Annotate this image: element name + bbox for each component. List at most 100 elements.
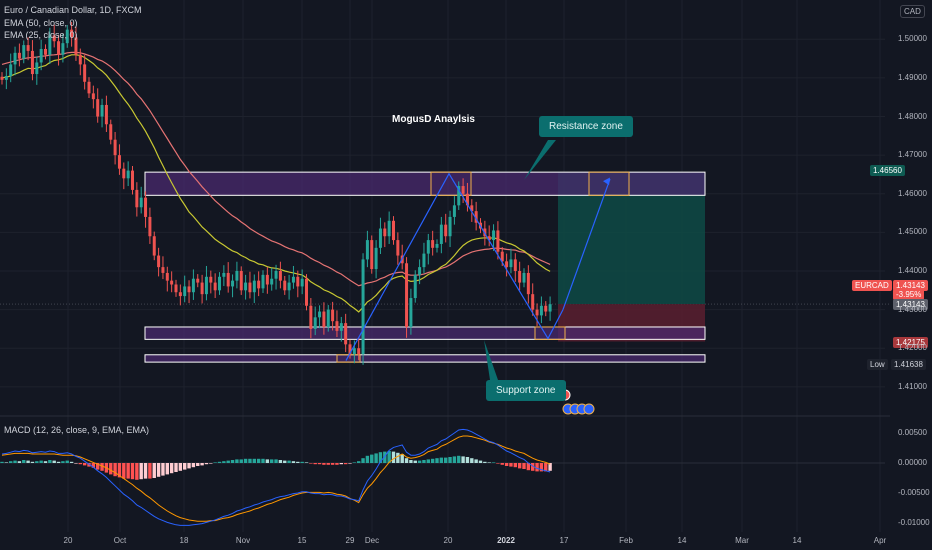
macd-bar — [161, 463, 165, 476]
macd-bar — [22, 460, 26, 463]
candle — [339, 323, 343, 331]
candle — [13, 52, 17, 65]
price-tick-label: 1.46000 — [898, 188, 927, 198]
time-tick-label: 17 — [559, 536, 569, 545]
support-callout: Support zone — [486, 380, 566, 401]
candle — [4, 75, 8, 80]
macd-bar — [483, 461, 487, 463]
price-tick-label: 1.43000 — [898, 304, 927, 314]
low-highlight — [336, 354, 361, 363]
macd-bar — [78, 463, 82, 465]
time-tick-label: Oct — [113, 536, 127, 545]
candle — [352, 348, 356, 355]
candle — [291, 276, 295, 283]
macd-bar — [4, 462, 9, 463]
candle — [413, 274, 417, 299]
macd-pane — [0, 428, 885, 526]
macd-bar — [404, 458, 409, 463]
time-tick-label: 20 — [63, 536, 73, 545]
macd-bar — [143, 463, 148, 479]
macd-bar — [226, 460, 230, 463]
candle — [418, 267, 422, 275]
candle — [287, 282, 291, 291]
macd-bar — [74, 463, 78, 464]
candle — [387, 220, 391, 237]
price-tick-label: 1.48000 — [898, 111, 927, 121]
time-tick-label: 20 — [443, 536, 453, 545]
macd-bar — [417, 460, 422, 463]
macd-bar — [270, 459, 274, 463]
zone-2 — [144, 354, 706, 363]
macd-bar — [265, 459, 270, 463]
candle — [270, 278, 274, 285]
macd-bar — [374, 453, 378, 463]
macd-signal-line — [1, 435, 551, 522]
candle — [231, 280, 235, 287]
candle — [222, 272, 226, 277]
macd-bar — [461, 456, 465, 463]
macd-bar — [43, 461, 48, 463]
macd-tick-label: -0.01000 — [898, 518, 930, 527]
candle — [126, 170, 130, 179]
ema25-legend: EMA (25, close, 0) — [4, 30, 78, 40]
candle — [448, 216, 452, 237]
candle — [209, 276, 213, 283]
macd-bar — [348, 463, 352, 464]
macd-bar — [122, 463, 126, 479]
candle — [322, 311, 326, 327]
candle — [144, 197, 148, 217]
candle — [531, 294, 535, 310]
macd-bar — [291, 461, 296, 463]
candle — [396, 240, 400, 256]
macd-bar — [152, 463, 156, 478]
currency-label[interactable]: CAD — [900, 5, 925, 18]
candle — [505, 261, 509, 268]
macd-bar — [370, 454, 374, 463]
price-tick-label: 1.49000 — [898, 72, 927, 82]
candle — [152, 236, 156, 256]
candle — [235, 270, 239, 281]
macd-bar — [0, 461, 4, 463]
macd-bar — [13, 460, 17, 463]
candle — [457, 186, 461, 206]
candle — [461, 186, 465, 194]
candle — [200, 282, 204, 295]
macd-bar — [283, 460, 287, 463]
price-tick-label: 1.50000 — [898, 34, 927, 44]
candle — [526, 272, 530, 295]
candle — [370, 240, 374, 270]
candle — [183, 286, 187, 297]
macd-bar — [383, 451, 387, 463]
macd-bar — [365, 455, 370, 463]
candle — [348, 344, 352, 355]
macd-bar — [69, 461, 74, 463]
zones — [144, 171, 706, 363]
support-pointer — [484, 340, 498, 380]
macd-bar — [222, 461, 226, 463]
candle — [157, 255, 161, 268]
macd-bar — [178, 463, 183, 471]
macd-bar — [322, 463, 326, 465]
macd-bar — [309, 463, 313, 464]
candle — [435, 243, 439, 248]
candle — [213, 282, 217, 291]
macd-bar — [335, 463, 339, 465]
candle — [522, 272, 526, 283]
candle — [83, 64, 87, 82]
macd-bar — [252, 458, 256, 463]
candle — [174, 284, 178, 293]
macd-bar — [187, 463, 191, 469]
macd-bar — [82, 463, 87, 466]
macd-bar — [300, 461, 304, 463]
candle — [87, 81, 91, 94]
macd-bar — [504, 463, 509, 466]
change-tag: -3.95% — [893, 289, 925, 300]
candle — [261, 274, 265, 289]
candle — [96, 99, 100, 117]
candle — [452, 205, 456, 217]
grid-lines — [0, 0, 890, 532]
zone-1 — [144, 326, 706, 340]
macd-bar — [56, 461, 61, 463]
low-label-tag: Low — [867, 359, 888, 370]
